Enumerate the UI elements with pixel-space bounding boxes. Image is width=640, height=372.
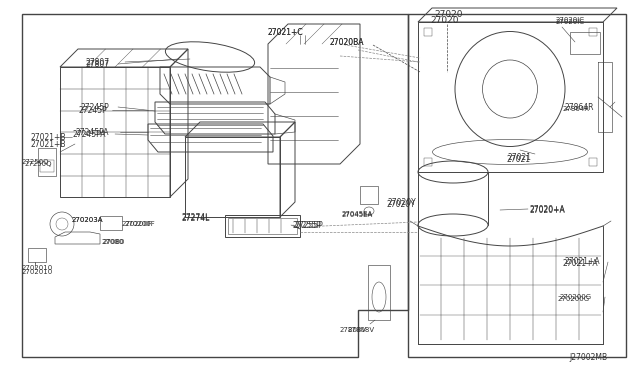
Bar [589,158,597,166]
Text: 27274L: 27274L [182,214,211,222]
Text: 27245P: 27245P [78,106,107,115]
Text: 27020BA: 27020BA [330,38,365,46]
Text: 270203A: 270203A [72,217,104,223]
Text: 27020IC: 27020IC [556,17,585,23]
Bar [60,67,170,197]
Text: 27021: 27021 [508,153,532,161]
Text: 27250Q: 27250Q [22,159,49,165]
Bar [570,32,600,54]
Text: 27020+A: 27020+A [530,205,566,214]
Text: 27020: 27020 [434,10,463,19]
Text: 27080: 27080 [103,239,125,245]
Text: 27020: 27020 [430,16,458,25]
Text: 27250Q: 27250Q [25,161,52,167]
Bar [185,137,280,217]
Text: 27045EA: 27045EA [342,212,373,218]
Text: 270203A: 270203A [72,217,104,223]
Text: 27021+C: 27021+C [268,28,303,36]
Bar [28,248,46,262]
Text: 27020Y: 27020Y [387,199,416,208]
Text: 27808V: 27808V [348,327,375,333]
Text: 27020+A: 27020+A [530,205,566,215]
Text: J27002MB: J27002MB [570,353,608,362]
Text: 27864R: 27864R [563,106,590,112]
Bar [424,158,432,166]
Text: 27808V: 27808V [340,327,367,333]
Text: 27021+B: 27021+B [30,132,65,141]
Bar [40,160,54,172]
Text: 270200G: 270200G [560,294,592,300]
Text: 27807: 27807 [85,58,109,67]
Text: 27020IC: 27020IC [556,19,585,25]
Text: 27045EA: 27045EA [342,211,373,217]
Bar [360,186,378,204]
Text: 2702010: 2702010 [22,269,53,275]
Text: 27255P: 27255P [293,221,322,230]
Text: 27021+C: 27021+C [268,28,303,36]
Text: 27245PA: 27245PA [75,128,109,137]
Text: 27020Y: 27020Y [388,198,417,206]
Text: 27080: 27080 [102,239,124,245]
Text: 270200G: 270200G [558,296,590,302]
Text: 27021+A: 27021+A [565,257,600,266]
Text: 27021: 27021 [507,154,531,164]
Bar [228,218,297,234]
Text: 27255P: 27255P [295,221,324,230]
Text: 270200F: 270200F [122,221,153,227]
Bar [38,148,56,176]
Text: 27245P: 27245P [80,103,109,112]
Text: 27021+B: 27021+B [30,140,65,148]
Bar [225,215,300,237]
Text: 27807: 27807 [85,60,109,68]
Bar [589,28,597,36]
Text: 27245PA: 27245PA [72,129,106,138]
Bar [368,265,390,320]
Bar [424,28,432,36]
Bar [418,22,603,172]
Bar [100,216,122,230]
Text: 27274L: 27274L [182,212,211,221]
Text: 27020BA: 27020BA [330,38,365,46]
Text: 2702010: 2702010 [22,265,53,271]
Text: 27864R: 27864R [565,103,595,112]
Text: 270200F: 270200F [125,221,156,227]
Text: 27021+A: 27021+A [563,260,598,269]
